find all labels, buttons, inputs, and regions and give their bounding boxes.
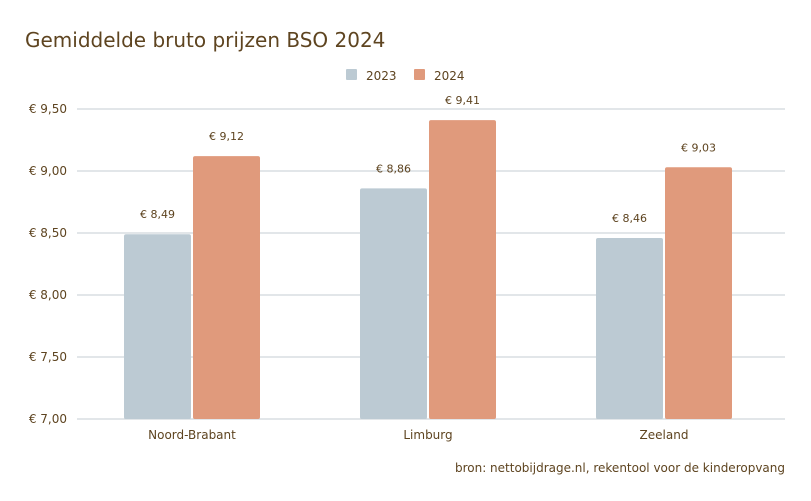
legend-swatch-2023 <box>346 69 357 80</box>
data-label: € 9,41 <box>445 94 480 107</box>
y-axis: € 7,00 € 7,50 € 8,00 € 8,50 € 9,00 € 9,50 <box>29 102 67 426</box>
x-tick-label: Noord-Brabant <box>148 428 236 442</box>
bar-2024 <box>193 156 260 419</box>
source-note: bron: nettobijdrage.nl, rekentool voor d… <box>455 461 785 475</box>
bar-2023 <box>124 234 191 419</box>
data-label: € 8,49 <box>140 208 175 221</box>
y-tick-label: € 8,50 <box>29 226 67 240</box>
bar-2023 <box>596 237 663 419</box>
bar-2024 <box>429 120 496 419</box>
x-tick-label: Zeeland <box>640 428 689 442</box>
legend: 2023 2024 <box>346 69 465 83</box>
bars: € 8,49 € 9,12 € 8,86 € 9,41 € 8,46 € 9,03 <box>124 94 732 419</box>
bar-2023 <box>360 188 427 419</box>
bar-2024 <box>665 167 732 419</box>
data-label: € 9,03 <box>681 141 716 154</box>
data-label: € 8,86 <box>376 162 411 175</box>
y-tick-label: € 7,00 <box>29 412 67 426</box>
chart-title: Gemiddelde bruto prijzen BSO 2024 <box>25 28 385 52</box>
x-axis: Noord-Brabant Limburg Zeeland <box>148 428 688 442</box>
y-tick-label: € 7,50 <box>29 350 67 364</box>
y-tick-label: € 9,50 <box>29 102 67 116</box>
legend-swatch-2024 <box>414 69 425 80</box>
legend-label: 2023 <box>366 69 397 83</box>
legend-label: 2024 <box>434 69 465 83</box>
data-label: € 8,46 <box>612 212 647 225</box>
data-label: € 9,12 <box>209 130 244 143</box>
y-tick-label: € 8,00 <box>29 288 67 302</box>
x-tick-label: Limburg <box>403 428 452 442</box>
y-tick-label: € 9,00 <box>29 164 67 178</box>
